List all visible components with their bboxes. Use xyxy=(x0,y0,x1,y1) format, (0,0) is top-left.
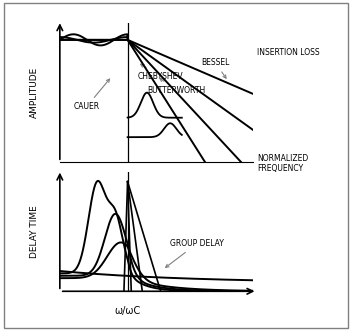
Text: CHEBYSHEV: CHEBYSHEV xyxy=(137,64,183,81)
Text: GROUP DELAY: GROUP DELAY xyxy=(166,239,224,267)
Text: CAUER: CAUER xyxy=(73,79,109,111)
Text: BUTTERWORTH: BUTTERWORTH xyxy=(147,78,205,95)
Text: AMPLITUDE: AMPLITUDE xyxy=(30,67,39,118)
Text: NORMALIZED
FREQUENCY: NORMALIZED FREQUENCY xyxy=(257,154,308,173)
Text: BESSEL: BESSEL xyxy=(201,58,230,78)
Text: DELAY TIME: DELAY TIME xyxy=(30,205,39,258)
Text: ω/ωC: ω/ωC xyxy=(114,306,141,315)
Text: INSERTION LOSS: INSERTION LOSS xyxy=(257,48,320,58)
